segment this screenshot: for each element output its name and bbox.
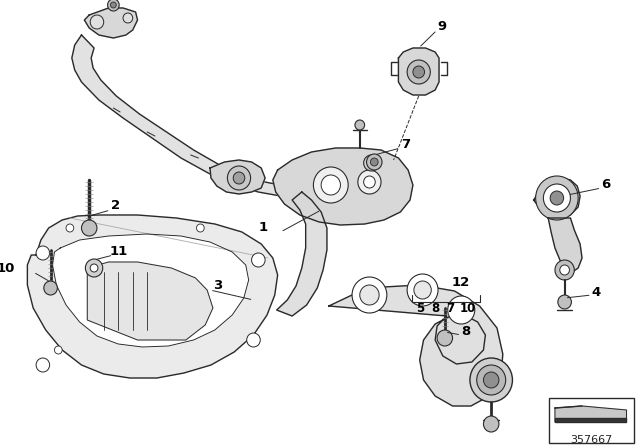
Circle shape [367,159,375,167]
Polygon shape [52,234,249,347]
Polygon shape [72,35,310,196]
Circle shape [536,176,578,220]
Circle shape [355,120,365,130]
Polygon shape [399,48,439,95]
Text: 8: 8 [431,302,439,314]
Circle shape [555,260,574,280]
Circle shape [90,15,104,29]
Circle shape [414,281,431,299]
Circle shape [108,0,119,11]
Circle shape [252,253,265,267]
Circle shape [364,155,379,171]
Text: 10: 10 [460,302,476,314]
Polygon shape [273,148,413,225]
Polygon shape [534,178,580,218]
Text: 7: 7 [401,138,410,151]
Circle shape [560,265,570,275]
Circle shape [111,2,116,8]
Polygon shape [548,218,582,272]
Circle shape [36,246,50,260]
Circle shape [367,154,382,170]
Text: 9: 9 [437,20,447,33]
Text: 2: 2 [111,198,120,211]
Text: 6: 6 [602,177,611,190]
Circle shape [543,184,570,212]
Circle shape [483,372,499,388]
Circle shape [558,295,572,309]
Circle shape [360,285,379,305]
Circle shape [550,191,564,205]
Circle shape [413,66,424,78]
Circle shape [407,274,438,306]
Text: 5: 5 [415,302,424,314]
Text: 3: 3 [213,279,222,292]
Text: 4: 4 [592,285,601,298]
Circle shape [358,170,381,194]
Circle shape [321,175,340,195]
Polygon shape [84,8,138,38]
Circle shape [233,172,244,184]
Circle shape [407,60,430,84]
Circle shape [477,365,506,395]
Text: 8: 8 [461,324,470,337]
Circle shape [90,264,98,272]
Polygon shape [276,192,327,316]
Circle shape [85,259,103,277]
Polygon shape [28,215,278,378]
Polygon shape [210,160,265,194]
Text: 1: 1 [259,220,268,233]
Polygon shape [555,418,627,422]
Circle shape [81,220,97,236]
Circle shape [483,416,499,432]
Polygon shape [555,406,627,422]
Circle shape [36,358,50,372]
Circle shape [123,13,132,23]
Circle shape [44,281,58,295]
Circle shape [196,224,204,232]
Text: 10: 10 [0,262,15,275]
Text: 12: 12 [451,276,469,289]
Circle shape [448,296,475,324]
Circle shape [470,358,513,402]
Polygon shape [329,285,503,406]
Circle shape [227,166,251,190]
Text: 11: 11 [109,245,127,258]
Circle shape [371,158,378,166]
Circle shape [54,346,62,354]
Circle shape [314,167,348,203]
Circle shape [247,333,260,347]
Circle shape [437,330,452,346]
Bar [549,398,634,443]
Circle shape [352,277,387,313]
Polygon shape [87,262,213,340]
Text: 7: 7 [447,302,454,314]
Circle shape [364,176,375,188]
Circle shape [66,224,74,232]
Text: 357667: 357667 [571,435,613,445]
